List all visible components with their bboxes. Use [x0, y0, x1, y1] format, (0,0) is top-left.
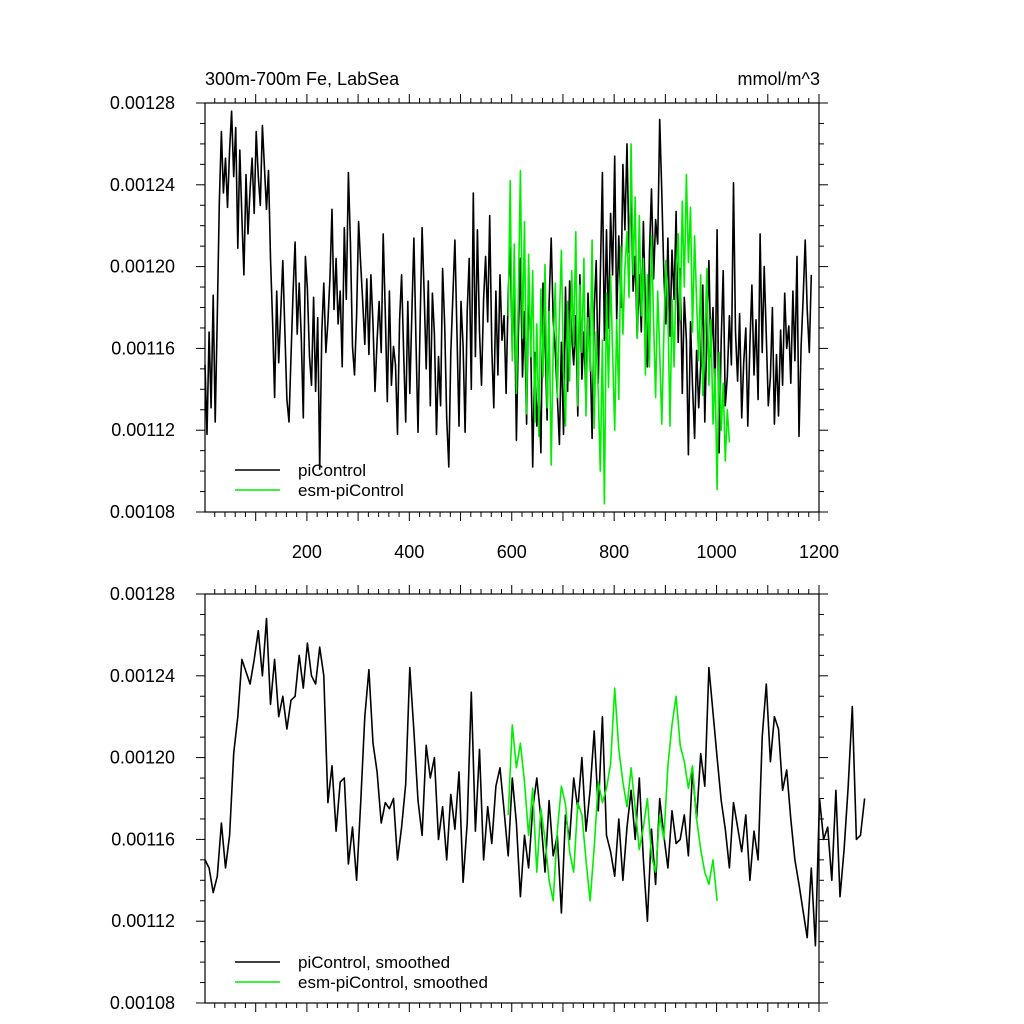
series-line-picontrol-smoothed [204, 617, 866, 947]
bottom-series-lines [204, 617, 866, 947]
top-series-lines [204, 110, 813, 505]
x-tick-label: 1200 [799, 542, 839, 562]
top-panel: 300m-700m Fe, LabSea mmol/m^3 0.001080.0… [110, 69, 839, 562]
y-tick-label: 0.00116 [111, 338, 175, 358]
x-tick-label: 1000 [697, 542, 737, 562]
top-x-tick-labels: 200 400 600 800 1000 1200 [292, 542, 839, 562]
y-tick-label: 0.00108 [110, 502, 175, 522]
y-tick-label: 0.00128 [110, 93, 175, 113]
bottom-legend: piControl, smoothed esm-piControl, smoot… [235, 953, 488, 992]
x-tick-label: 600 [497, 542, 527, 562]
y-tick-label: 0.00124 [110, 666, 175, 686]
series-line-esm-picontrol-smoothed [507, 687, 718, 902]
top-y-tick-labels: 0.00108 0.00112 0.00116 0.00120 0.00124 0.001… [110, 93, 175, 522]
top-ticks [196, 94, 828, 521]
legend-label-picontrol-smoothed: piControl, smoothed [298, 953, 450, 972]
x-tick-label: 200 [292, 542, 322, 562]
bottom-ticks [196, 585, 828, 1012]
series-line-esm-picontrol [507, 143, 731, 505]
top-units: mmol/m^3 [738, 69, 820, 89]
y-tick-label: 0.00120 [110, 748, 175, 768]
x-tick-label: 400 [394, 542, 424, 562]
legend-label-esm-picontrol: esm-piControl [298, 481, 404, 500]
legend-label-esm-picontrol-smoothed: esm-piControl, smoothed [298, 973, 488, 992]
x-tick-label: 800 [599, 542, 629, 562]
top-legend: piControl esm-piControl [235, 461, 404, 500]
y-tick-label: 0.00112 [111, 420, 175, 440]
y-tick-label: 0.00128 [110, 584, 175, 604]
bottom-y-tick-labels: 0.00108 0.00112 0.00116 0.00120 0.00124 0.001… [110, 584, 175, 1013]
y-tick-label: 0.00124 [110, 175, 175, 195]
top-title: 300m-700m Fe, LabSea [205, 69, 400, 89]
y-tick-label: 0.00116 [111, 829, 175, 849]
y-tick-label: 0.00108 [110, 993, 175, 1013]
y-tick-label: 0.00120 [110, 257, 175, 277]
bottom-panel: 0.00108 0.00112 0.00116 0.00120 0.00124 0.001… [110, 584, 866, 1013]
legend-label-picontrol: piControl [298, 461, 366, 480]
y-tick-label: 0.00112 [111, 911, 175, 931]
